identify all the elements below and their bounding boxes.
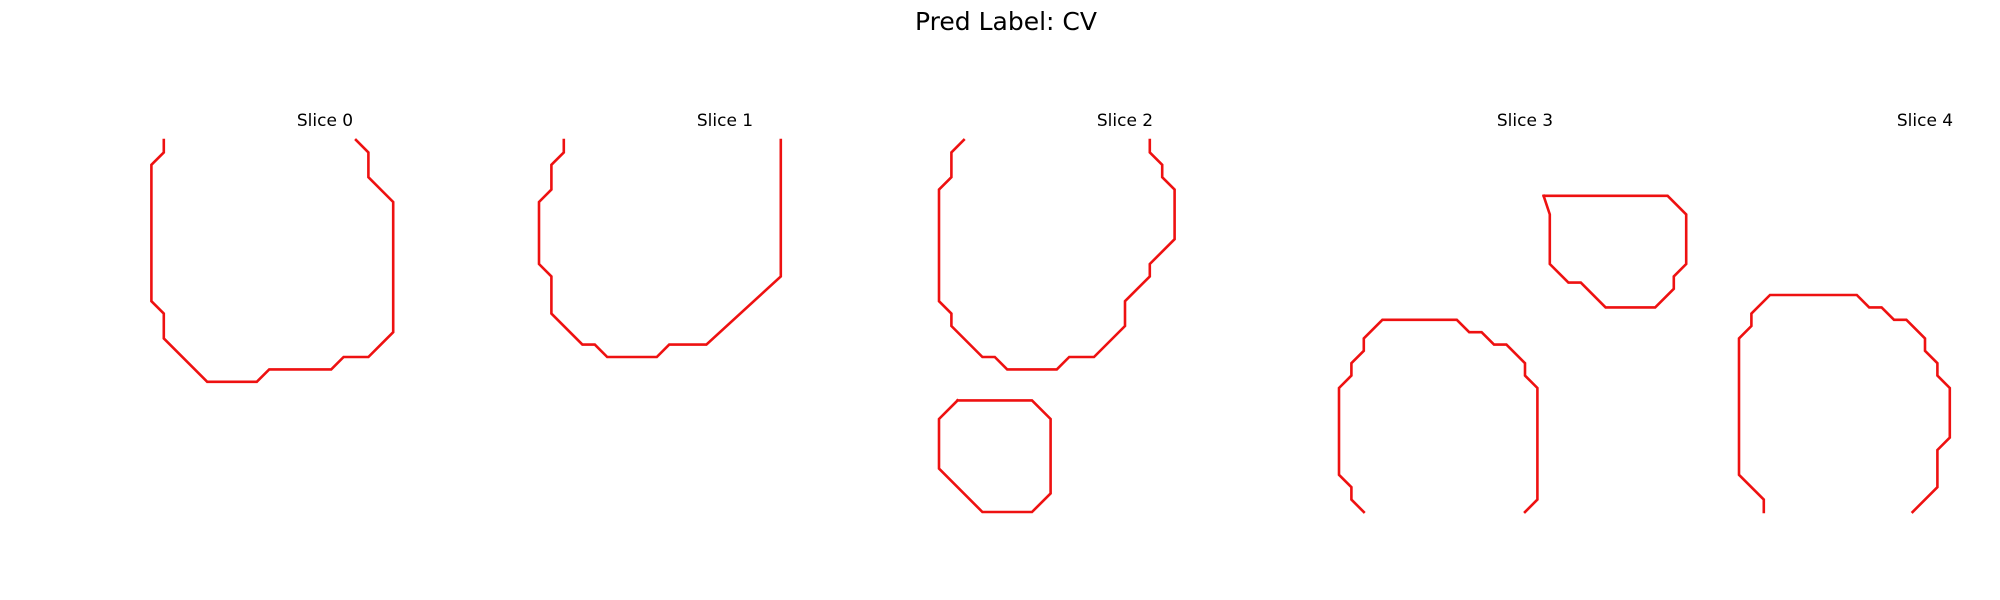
slice-panel-2: Slice 2 [937,111,1176,514]
slice-title: Slice 1 [697,111,753,131]
slice-panel-4: Slice 4 [1737,111,1953,514]
slice-title: Slice 2 [1097,111,1153,131]
contour-line [1737,293,1952,514]
slice-title: Slice 0 [297,111,353,131]
contour-line [537,138,783,359]
slice-title: Slice 4 [1897,111,1953,131]
contour-line [1337,318,1539,514]
contour-line [937,398,1052,514]
contour-line [150,138,395,384]
slice-panel-1: Slice 1 [537,111,783,359]
slice-panel-0: Slice 0 [150,111,395,384]
slice-title: Slice 3 [1497,111,1553,131]
contour-line [1541,194,1688,309]
panels: Slice 0 Slice 1 Slice 2 Slice 3 Slice 4 [150,111,1953,514]
slice-panel-3: Slice 3 [1337,111,1688,514]
figure-title: Pred Label: CV [915,7,1097,36]
contour-line [937,138,1176,371]
